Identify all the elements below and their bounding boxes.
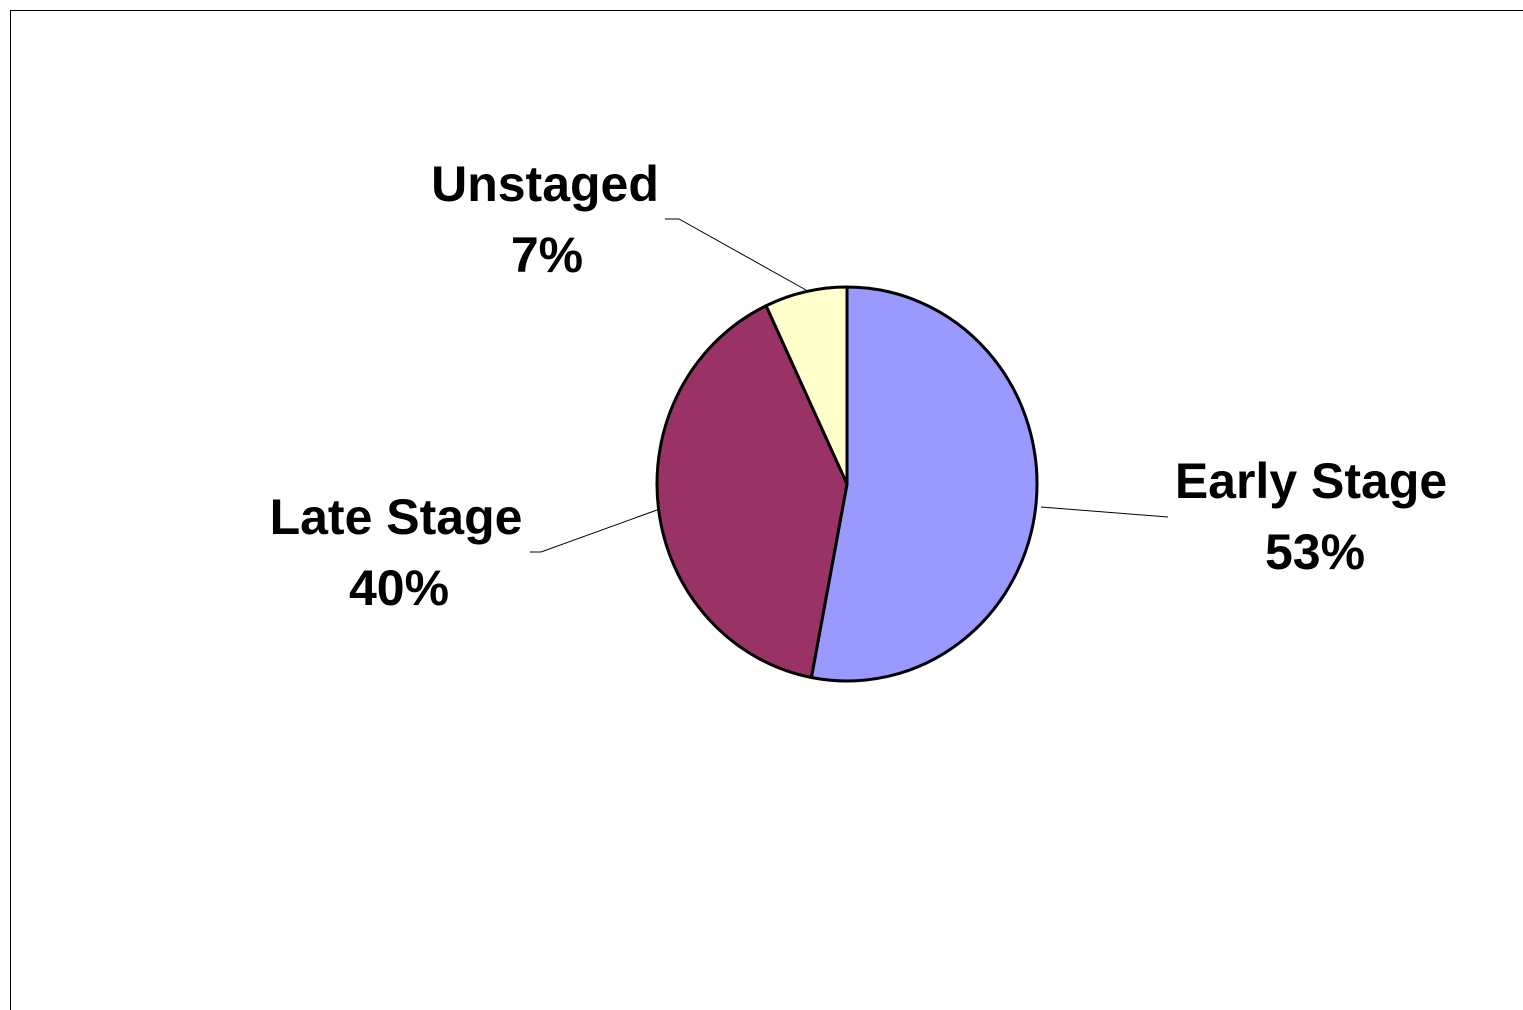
leader-early-stage [1040,506,1169,518]
slice-labels: Early Stage 53% Late Stage 40% Unstaged … [270,156,1448,616]
label-late-stage-name: Late Stage [270,489,523,545]
leader-unstaged [665,218,807,291]
pie-chart: Early Stage 53% Late Stage 40% Unstaged … [270,156,1448,683]
label-unstaged-percent: 7% [511,227,583,283]
label-early-stage-percent: 53% [1265,524,1365,580]
label-unstaged-name: Unstaged [431,156,659,212]
chart-frame [10,10,1523,1010]
label-early-stage-name: Early Stage [1175,453,1447,509]
pie-slice-early-stage [809,285,1039,683]
pie-slices [655,285,1039,683]
pie-slice-late-stage [655,304,849,680]
leader-lines [530,218,1169,553]
label-late-stage-percent: 40% [349,560,449,616]
pie-slice-unstaged [764,285,849,486]
leader-late-stage [530,509,658,553]
